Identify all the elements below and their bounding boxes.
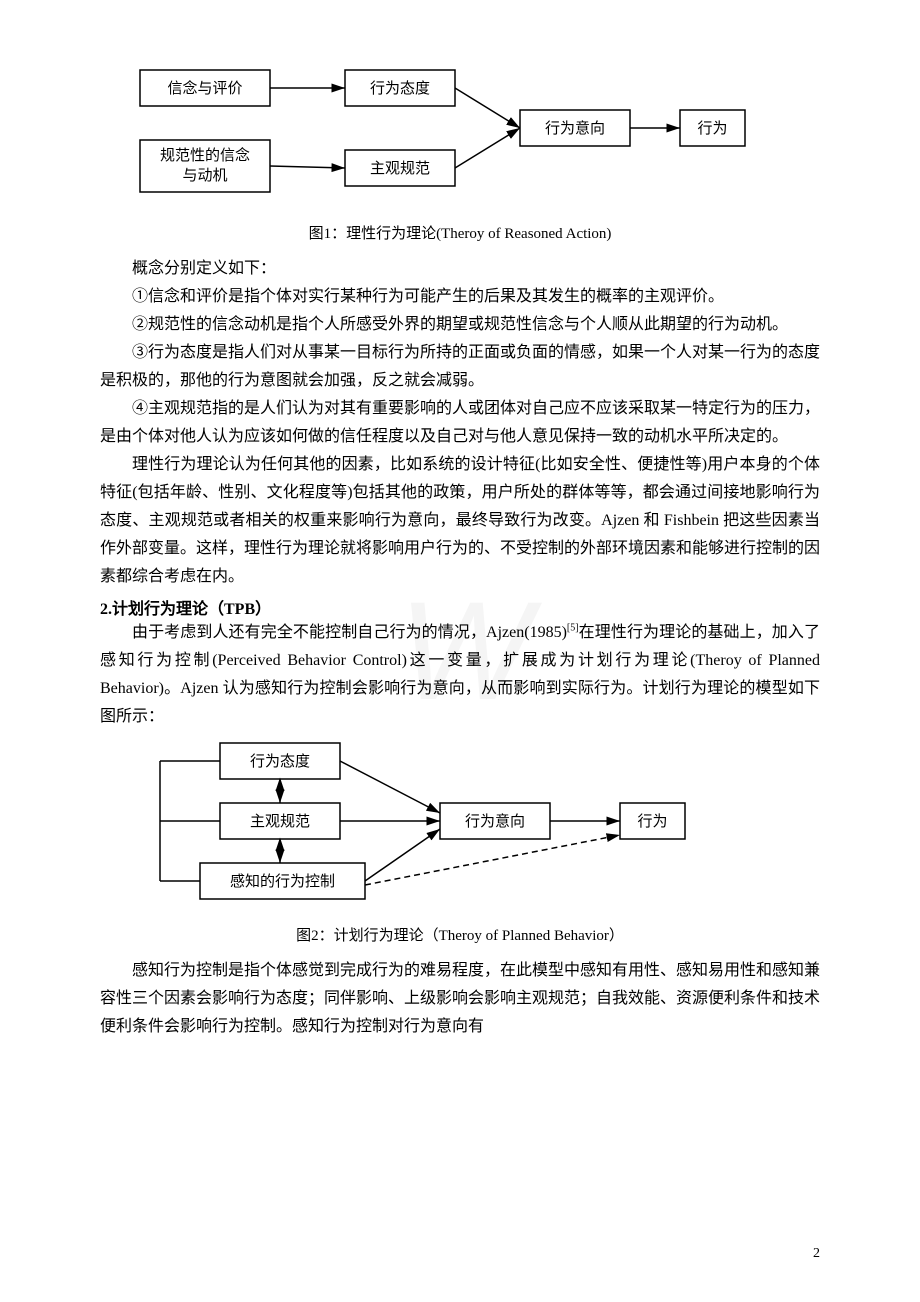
svg-text:主观规范: 主观规范 bbox=[370, 160, 430, 177]
svg-text:信念与评价: 信念与评价 bbox=[167, 79, 242, 97]
svg-text:行为意向: 行为意向 bbox=[545, 119, 605, 137]
para-def-2: ②规范性的信念动机是指个人所感受外界的期望或规范性信念与个人顺从此期望的行为动机… bbox=[100, 311, 820, 339]
para-definitions-intro: 概念分别定义如下： bbox=[100, 255, 820, 283]
svg-text:规范性的信念: 规范性的信念 bbox=[160, 146, 250, 164]
figure2-caption: 图2：计划行为理论（Theroy of Planned Behavior） bbox=[100, 924, 820, 945]
diagram-tpb: 行为态度主观规范感知的行为控制 行为意向 行为 bbox=[100, 737, 820, 912]
para-pbc-explanation: 感知行为控制是指个体感觉到完成行为的难易程度，在此模型中感知有用性、感知易用性和… bbox=[100, 957, 820, 1041]
svg-text:行为: 行为 bbox=[697, 120, 727, 137]
para-def-3: ③行为态度是指人们对从事某一目标行为所持的正面或负面的情感，如果一个人对某一行为… bbox=[100, 339, 820, 395]
page-number: 2 bbox=[813, 1246, 820, 1262]
heading-tpb: 2.计划行为理论（TPB） bbox=[100, 595, 820, 619]
diagram-tra: 信念与评价规范性的信念与动机 行为态度主观规范 行为意向 行为 bbox=[100, 60, 820, 210]
svg-text:行为: 行为 bbox=[637, 813, 667, 830]
para-tra-conclusion: 理性行为理论认为任何其他的因素，比如系统的设计特征(比如安全性、便捷性等)用户本… bbox=[100, 451, 820, 591]
svg-text:主观规范: 主观规范 bbox=[250, 813, 310, 830]
para-def-4: ④主观规范指的是人们认为对其有重要影响的人或团体对自己应不应该采取某一特定行为的… bbox=[100, 395, 820, 451]
svg-text:与动机: 与动机 bbox=[182, 167, 227, 184]
svg-text:行为态度: 行为态度 bbox=[250, 753, 310, 770]
svg-text:行为意向: 行为意向 bbox=[465, 812, 525, 830]
citation-5: [5] bbox=[567, 623, 579, 634]
svg-text:行为态度: 行为态度 bbox=[370, 80, 430, 97]
tpb-intro-a: 由于考虑到人还有完全不能控制自己行为的情况，Ajzen(1985) bbox=[132, 624, 567, 641]
figure1-caption: 图1：理性行为理论(Theroy of Reasoned Action) bbox=[100, 222, 820, 243]
svg-text:感知的行为控制: 感知的行为控制 bbox=[230, 873, 335, 890]
para-tpb-intro: 由于考虑到人还有完全不能控制自己行为的情况，Ajzen(1985)[5]在理性行… bbox=[100, 619, 820, 731]
para-def-1: ①信念和评价是指个体对实行某种行为可能产生的后果及其发生的概率的主观评价。 bbox=[100, 283, 820, 311]
